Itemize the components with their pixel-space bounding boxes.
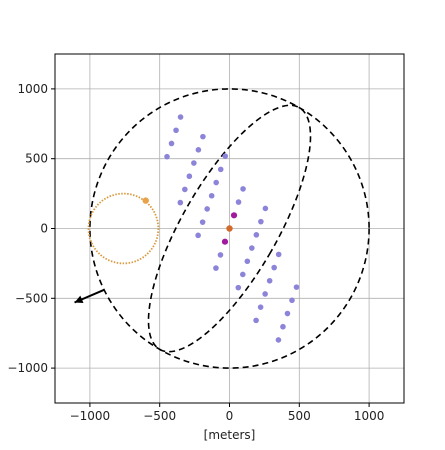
lattice-point [275, 337, 282, 343]
lattice-point [235, 284, 242, 291]
lattice-point [217, 166, 224, 173]
lattice-point [284, 310, 291, 317]
lattice-point [253, 317, 259, 324]
lattice-point [186, 173, 193, 180]
lattice-point [222, 153, 229, 159]
lattice-point [177, 199, 184, 206]
lattice-point [200, 133, 206, 140]
lattice-point [195, 232, 201, 239]
lattice-point [289, 297, 295, 304]
lattice-point [266, 277, 273, 284]
lattice-point [217, 252, 224, 258]
x-ticks: −1000 −500 0 500 1000 [70, 403, 385, 423]
ellipse-shapes [87, 88, 370, 369]
lattice-point [239, 271, 246, 278]
dashed-ellipse [147, 104, 312, 353]
lattice-point [182, 186, 188, 193]
y-tick-label: −500 [15, 291, 48, 305]
lattice-point [191, 160, 197, 166]
y-tick-label: −1000 [7, 361, 48, 375]
lattice-point [262, 291, 268, 297]
lattice-point [293, 284, 300, 290]
lattice-point [168, 140, 175, 147]
y-tick-label: 0 [40, 222, 48, 236]
lattice-point [177, 114, 184, 120]
markers [142, 197, 149, 204]
center-point [226, 225, 233, 232]
orange-marker [142, 197, 149, 204]
lattice-point [213, 179, 220, 186]
lattice-point [235, 199, 242, 205]
y-tick-label: 500 [25, 152, 48, 166]
direction-arrow [74, 289, 105, 304]
inner-point [230, 212, 238, 219]
lattice-point [244, 258, 251, 265]
lattice-point [257, 304, 264, 310]
dashed-circle [89, 88, 370, 369]
y-tick-label: 1000 [17, 82, 48, 96]
lattice-point [249, 245, 255, 251]
inner-point [221, 238, 229, 245]
lattice-point [262, 205, 269, 212]
lattice-point [199, 219, 206, 225]
x-tick-label: 500 [288, 409, 311, 423]
orange-dotted-circle [87, 192, 160, 265]
lattice-point [253, 232, 260, 238]
lattice-point [271, 264, 277, 271]
x-tick-label: 1000 [354, 409, 385, 423]
lattice-point [173, 127, 179, 134]
lattice-points [164, 114, 300, 343]
lattice-point [164, 153, 170, 160]
lattice-point [195, 147, 202, 153]
x-tick-label: 0 [226, 409, 234, 423]
x-tick-label: −500 [143, 409, 176, 423]
x-tick-label: −1000 [70, 409, 111, 423]
x-axis-label: [meters] [204, 428, 256, 442]
lattice-point [258, 218, 264, 225]
y-ticks: −1000 −500 0 500 1000 [7, 82, 55, 375]
arrow-head [74, 295, 84, 304]
lattice-point [240, 186, 246, 192]
lattice-point [275, 251, 282, 258]
lattice-point [204, 206, 210, 212]
lattice-point [208, 192, 215, 199]
lattice-point [280, 323, 286, 330]
lattice-point [213, 265, 219, 271]
